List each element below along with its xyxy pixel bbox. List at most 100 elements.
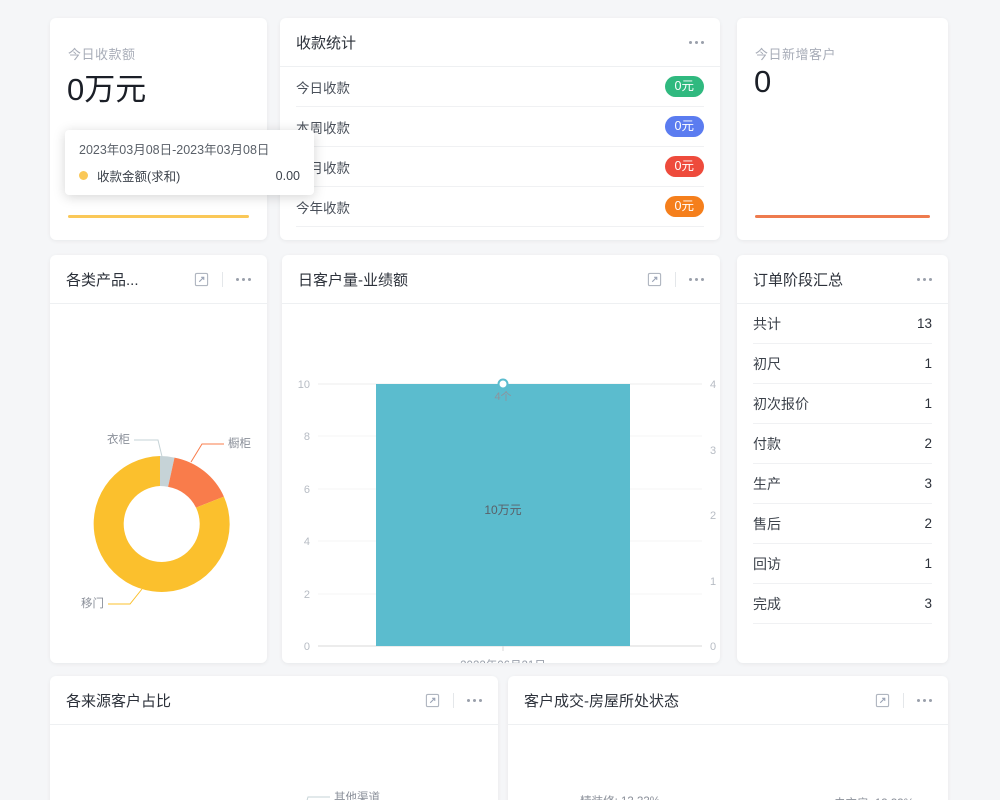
y-left-tick: 10: [298, 379, 310, 391]
stage-value: 13: [916, 316, 932, 331]
card-today-receipt-amount: 今日收款额 0万元: [50, 18, 267, 240]
expand-icon[interactable]: [194, 272, 209, 287]
donut-slice-yimen[interactable]: [93, 456, 230, 592]
y-left-tick: 8: [304, 431, 310, 443]
daily-customer-tools: [647, 271, 704, 287]
tooltip-date-range: 2023年03月08日-2023年03月08日: [79, 143, 270, 157]
list-item[interactable]: 今年收款 0元: [296, 187, 704, 227]
point-data-label: 4个: [494, 390, 511, 403]
y-left-tick: 4: [304, 536, 310, 548]
table-row[interactable]: 生产 3: [753, 464, 932, 504]
stage-value: 2: [924, 436, 932, 451]
stage-value: 1: [924, 396, 932, 411]
stage-value: 3: [924, 476, 932, 491]
customer-source-pie-chart: 其他渠道 大众点评: [50, 725, 498, 800]
more-dots-icon[interactable]: [689, 37, 704, 48]
more-dots-icon[interactable]: [917, 695, 932, 706]
card-order-stage-summary: 订单阶段汇总 共计 13 初尺 1 初次报价 1 付款 2 生产: [737, 255, 948, 663]
table-row[interactable]: 付款 2: [753, 424, 932, 464]
stage-value: 1: [924, 556, 932, 571]
more-dots-icon[interactable]: [467, 695, 482, 706]
status-badge: 0元: [664, 156, 704, 177]
pie-label-not-delivered: 未交房: 13.33%: [834, 796, 914, 800]
kpi-value-new-customers: 0: [754, 64, 772, 99]
table-row[interactable]: 共计 13: [753, 304, 932, 344]
order-stage-tools: [917, 274, 932, 285]
tooltip-series-row: 收款金额(求和) 0.00: [79, 166, 300, 185]
card-house-status: 客户成交-房屋所处状态 精装修: 13.33%: [508, 676, 948, 800]
divider: [903, 692, 904, 708]
kpi-label-today-amount: 今日收款额: [68, 47, 136, 62]
kpi-underline-today-amount: [68, 215, 249, 218]
stage-label: 初次报价: [753, 395, 809, 412]
pie-label-fine-decoration: 精装修: 13.33%: [580, 794, 660, 800]
receipt-statistics-list: 今日收款 0元 本周收款 0元 本月收款 0元 今年收款 0元: [280, 67, 720, 227]
card-daily-customer-performance: 日客户量-业绩额 10: [282, 255, 720, 663]
daily-customer-chart: 10 8 6 4 2 0 4 3 2 1 0 10万元 4个: [282, 304, 720, 663]
list-item[interactable]: 本周收款 0元: [296, 107, 704, 147]
row-label: 今日收款: [296, 80, 350, 96]
donut-slice-chugui[interactable]: [168, 457, 224, 508]
expand-icon[interactable]: [875, 693, 890, 708]
y-left-tick: 0: [304, 641, 310, 653]
stage-label: 完成: [753, 595, 781, 612]
stage-value: 3: [924, 596, 932, 611]
daily-customer-header: 日客户量-业绩额: [282, 255, 720, 304]
more-dots-icon[interactable]: [689, 274, 704, 285]
bar-performance[interactable]: [376, 384, 630, 646]
divider: [453, 692, 454, 708]
card-customer-source-share: 各来源客户占比 其他渠道 大众点评: [50, 676, 498, 800]
card-title-receipt-statistics: 收款统计: [296, 34, 357, 52]
stage-value: 2: [924, 516, 932, 531]
donut-label-chugui: 橱柜: [228, 436, 251, 450]
table-row[interactable]: 初次报价 1: [753, 384, 932, 424]
legend-dot-icon: [79, 171, 88, 180]
divider: [222, 271, 223, 287]
card-receipt-statistics: 收款统计 今日收款 0元 本周收款 0元 本月收款 0元 今年收款: [280, 18, 720, 240]
stage-value: 1: [924, 356, 932, 371]
house-status-tools: [875, 692, 932, 708]
receipt-statistics-tools: [689, 37, 704, 48]
list-item[interactable]: 本月收款 0元: [296, 147, 704, 187]
product-donut-chart: 衣柜 橱柜 移门: [50, 304, 267, 663]
receipt-statistics-header: 收款统计: [280, 18, 720, 67]
line-point-customers[interactable]: [497, 378, 509, 390]
row-label: 今年收款: [296, 200, 350, 216]
card-today-new-customers: 今日新增客户 0: [737, 18, 948, 240]
more-dots-icon[interactable]: [917, 274, 932, 285]
table-row[interactable]: 售后 2: [753, 504, 932, 544]
card-product-distribution: 各类产品... 衣柜: [50, 255, 267, 663]
card-title-house-status: 客户成交-房屋所处状态: [524, 692, 679, 710]
y-right-tick: 1: [710, 576, 716, 588]
donut-slice-yigui[interactable]: [160, 456, 175, 487]
list-item[interactable]: 今日收款 0元: [296, 67, 704, 107]
expand-icon[interactable]: [647, 272, 662, 287]
y-left-tick: 2: [304, 589, 310, 601]
stage-label: 售后: [753, 515, 781, 532]
table-row[interactable]: 回访 1: [753, 544, 932, 584]
stage-label: 生产: [753, 475, 781, 492]
table-row[interactable]: 初尺 1: [753, 344, 932, 384]
x-axis-tick-label: 2022年06月21日: [460, 658, 546, 663]
kpi-value-today-amount: 0万元: [67, 72, 147, 107]
house-status-header: 客户成交-房屋所处状态: [508, 676, 948, 725]
kpi-label-new-customers: 今日新增客户: [755, 47, 837, 62]
y-right-tick: 0: [710, 641, 716, 653]
pie-label-other-channel: 其他渠道: [334, 790, 380, 800]
customer-source-tools: [425, 692, 482, 708]
stage-label: 共计: [753, 315, 781, 332]
expand-icon[interactable]: [425, 693, 440, 708]
customer-source-header: 各来源客户占比: [50, 676, 498, 725]
stage-label: 初尺: [753, 355, 781, 372]
chart-tooltip: 2023年03月08日-2023年03月08日 收款金额(求和) 0.00: [65, 130, 314, 195]
donut-label-yimen: 移门: [81, 596, 104, 610]
more-dots-icon[interactable]: [236, 274, 251, 285]
table-row[interactable]: 完成 3: [753, 584, 932, 624]
card-title-customer-source: 各来源客户占比: [66, 692, 172, 710]
donut-label-yigui: 衣柜: [107, 432, 130, 446]
status-badge: 0元: [664, 76, 704, 97]
stage-label: 付款: [753, 435, 781, 452]
order-stage-header: 订单阶段汇总: [737, 255, 948, 304]
y-left-tick: 6: [304, 484, 310, 496]
